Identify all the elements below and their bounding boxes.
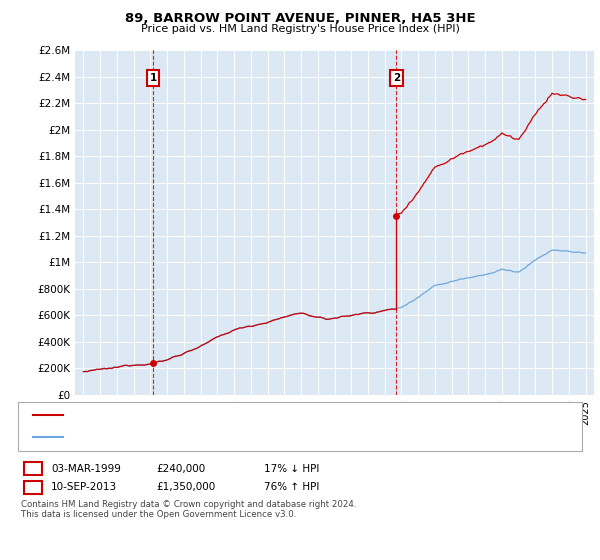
Text: Price paid vs. HM Land Registry's House Price Index (HPI): Price paid vs. HM Land Registry's House … [140,24,460,34]
Text: 17% ↓ HPI: 17% ↓ HPI [264,464,319,474]
Text: 1: 1 [29,464,37,474]
Text: 2: 2 [29,482,37,492]
Text: 03-MAR-1999: 03-MAR-1999 [51,464,121,474]
Text: 1: 1 [149,73,157,83]
Text: 76% ↑ HPI: 76% ↑ HPI [264,482,319,492]
Text: 89, BARROW POINT AVENUE, PINNER, HA5 3HE: 89, BARROW POINT AVENUE, PINNER, HA5 3HE [125,12,475,25]
Text: £240,000: £240,000 [156,464,205,474]
Text: HPI: Average price, detached house, Harrow: HPI: Average price, detached house, Harr… [69,432,289,442]
Text: 2: 2 [392,73,400,83]
Text: £1,350,000: £1,350,000 [156,482,215,492]
Text: 89, BARROW POINT AVENUE, PINNER, HA5 3HE (detached house): 89, BARROW POINT AVENUE, PINNER, HA5 3HE… [69,410,394,421]
Text: Contains HM Land Registry data © Crown copyright and database right 2024.
This d: Contains HM Land Registry data © Crown c… [21,500,356,519]
Text: 10-SEP-2013: 10-SEP-2013 [51,482,117,492]
